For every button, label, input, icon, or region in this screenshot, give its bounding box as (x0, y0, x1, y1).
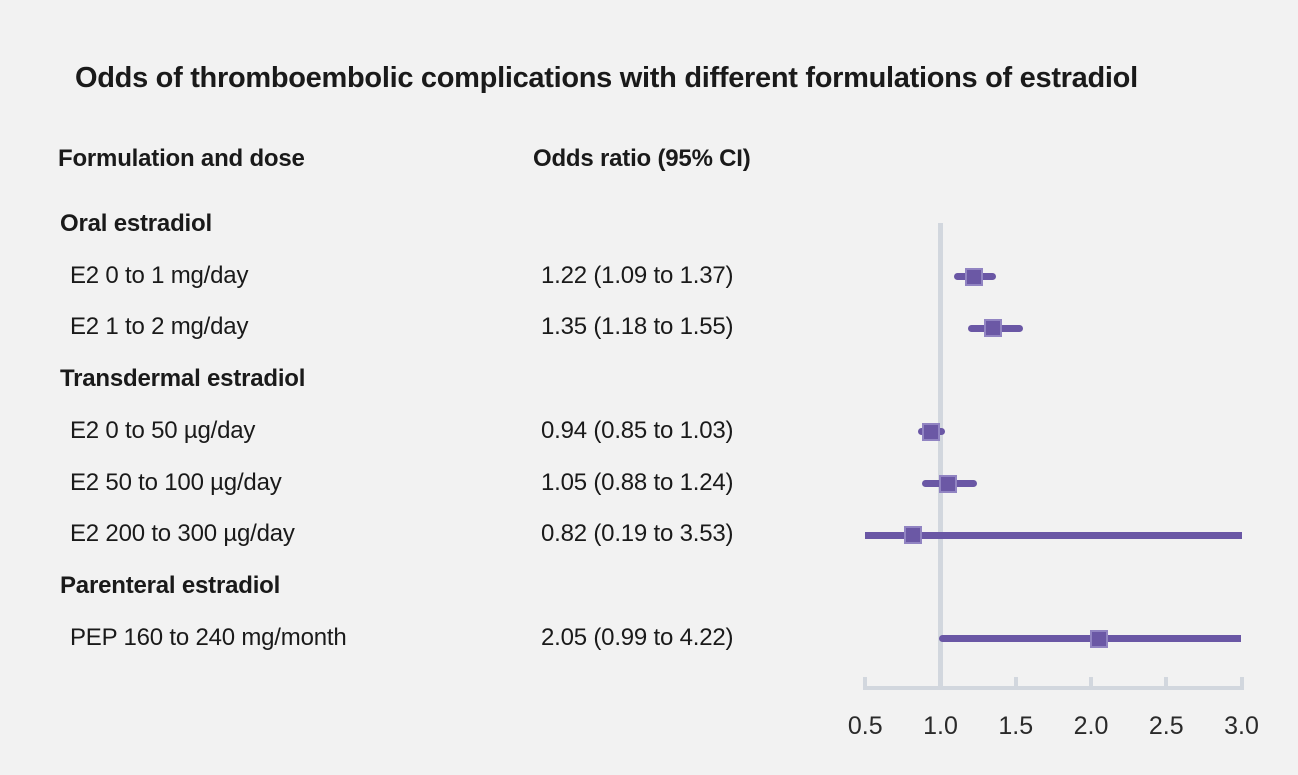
odds-ratio-value: 1.22 (1.09 to 1.37) (541, 261, 734, 289)
column-header-formulation: Formulation and dose (58, 145, 305, 172)
x-axis-line (863, 686, 1244, 690)
row-label-group: Oral estradiol (60, 210, 212, 237)
x-axis-tick (1013, 677, 1018, 690)
odds-ratio-value: 1.05 (0.88 to 1.24) (541, 468, 734, 496)
row-label-item: E2 0 to 1 mg/day (70, 261, 249, 289)
row-label-item: PEP 160 to 240 mg/month (70, 623, 347, 651)
row-label-item: E2 1 to 2 mg/day (70, 313, 249, 341)
row-label-group: Parenteral estradiol (60, 571, 281, 599)
x-axis-tick (1089, 677, 1093, 690)
row-label-item: E2 0 to 50 µg/day (70, 416, 256, 444)
odds-ratio-value: 0.94 (0.85 to 1.03) (541, 416, 734, 444)
odds-ratio-value: 0.82 (0.19 to 3.53) (541, 520, 734, 548)
column-header-odds-ratio: Odds ratio (95% CI) (533, 145, 751, 172)
x-axis-tick-label: 1.5 (998, 712, 1034, 740)
point-marker (1089, 629, 1108, 648)
point-marker (904, 526, 923, 545)
x-axis-tick (938, 677, 943, 690)
point-marker (922, 422, 941, 441)
x-axis-tick (1239, 677, 1244, 690)
x-axis-tick-label: 2.5 (1148, 712, 1184, 740)
x-axis-tick-label: 2.0 (1073, 712, 1109, 740)
point-marker (964, 267, 983, 286)
odds-ratio-value: 1.35 (1.18 to 1.55) (541, 313, 734, 341)
ci-line (865, 531, 1242, 539)
point-marker (939, 474, 958, 493)
row-label-group: Transdermal estradiol (60, 365, 306, 393)
x-axis-tick-label: 3.0 (1224, 712, 1259, 740)
x-axis-tick (1164, 677, 1169, 690)
x-axis-tick-label: 1.0 (923, 712, 958, 740)
odds-ratio-value: 2.05 (0.99 to 4.22) (541, 623, 734, 651)
point-marker (984, 319, 1003, 338)
x-axis-tick-label: 0.5 (847, 712, 883, 740)
row-label-item: E2 50 to 100 µg/day (70, 468, 282, 496)
figure-title: Odds of thromboembolic complications wit… (75, 62, 1138, 94)
x-axis-tick (863, 677, 868, 690)
reference-line (938, 223, 943, 690)
row-label-item: E2 200 to 300 µg/day (70, 520, 295, 548)
